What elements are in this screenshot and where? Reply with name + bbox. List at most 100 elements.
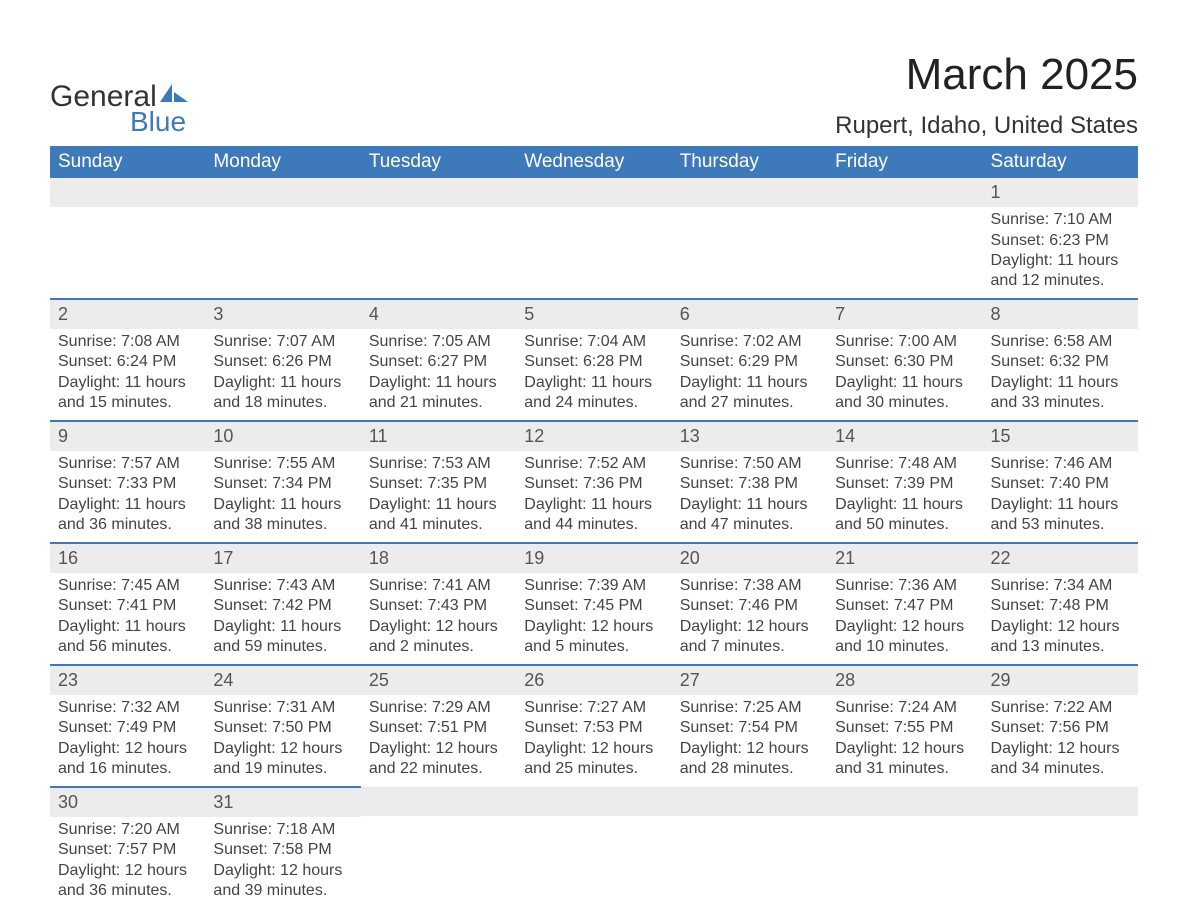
- sunrise-line: Sunrise: 6:58 AM: [991, 332, 1130, 352]
- day-cell: [516, 178, 671, 299]
- sunset-line: Sunset: 6:27 PM: [369, 352, 508, 372]
- day-cell: 11Sunrise: 7:53 AMSunset: 7:35 PMDayligh…: [361, 421, 516, 543]
- day-number: 24: [205, 666, 360, 695]
- daylight-line: Daylight: 12 hours and 19 minutes.: [213, 739, 352, 780]
- day-number: [672, 178, 827, 207]
- daylight-line: Daylight: 11 hours and 44 minutes.: [524, 495, 663, 536]
- day-cell: 6Sunrise: 7:02 AMSunset: 6:29 PMDaylight…: [672, 299, 827, 421]
- logo-sail-icon: [160, 84, 190, 106]
- sunset-line: Sunset: 7:42 PM: [213, 596, 352, 616]
- daylight-line: Daylight: 11 hours and 47 minutes.: [680, 495, 819, 536]
- day-number: 28: [827, 666, 982, 695]
- daylight-line: Daylight: 12 hours and 39 minutes.: [213, 861, 352, 902]
- sunset-line: Sunset: 7:56 PM: [991, 718, 1130, 738]
- day-data: Sunrise: 7:41 AMSunset: 7:43 PMDaylight:…: [361, 573, 516, 664]
- day-cell: 24Sunrise: 7:31 AMSunset: 7:50 PMDayligh…: [205, 665, 360, 787]
- day-cell: 23Sunrise: 7:32 AMSunset: 7:49 PMDayligh…: [50, 665, 205, 787]
- daylight-line: Daylight: 12 hours and 13 minutes.: [991, 617, 1130, 658]
- day-number: 13: [672, 422, 827, 451]
- day-number: 23: [50, 666, 205, 695]
- daylight-line: Daylight: 12 hours and 28 minutes.: [680, 739, 819, 780]
- sunrise-line: Sunrise: 7:48 AM: [835, 454, 974, 474]
- day-data: [361, 207, 516, 216]
- day-number: 25: [361, 666, 516, 695]
- header: General Blue March 2025 Rupert, Idaho, U…: [50, 50, 1138, 140]
- day-number: [983, 787, 1138, 816]
- day-data: [516, 816, 671, 825]
- day-cell: 25Sunrise: 7:29 AMSunset: 7:51 PMDayligh…: [361, 665, 516, 787]
- day-cell: [672, 178, 827, 299]
- day-data: [983, 816, 1138, 825]
- day-data: [672, 816, 827, 825]
- day-data: Sunrise: 7:50 AMSunset: 7:38 PMDaylight:…: [672, 451, 827, 542]
- day-data: Sunrise: 7:52 AMSunset: 7:36 PMDaylight:…: [516, 451, 671, 542]
- day-data: Sunrise: 7:31 AMSunset: 7:50 PMDaylight:…: [205, 695, 360, 786]
- sunrise-line: Sunrise: 7:10 AM: [991, 210, 1130, 230]
- sunset-line: Sunset: 7:46 PM: [680, 596, 819, 616]
- sunrise-line: Sunrise: 7:20 AM: [58, 820, 197, 840]
- sunset-line: Sunset: 7:34 PM: [213, 474, 352, 494]
- day-number: 16: [50, 544, 205, 573]
- day-data: [827, 816, 982, 825]
- logo: General Blue: [50, 80, 190, 138]
- day-data: Sunrise: 7:10 AMSunset: 6:23 PMDaylight:…: [983, 207, 1138, 298]
- day-header: Friday: [827, 146, 982, 178]
- title-block: March 2025 Rupert, Idaho, United States: [835, 50, 1138, 140]
- daylight-line: Daylight: 12 hours and 34 minutes.: [991, 739, 1130, 780]
- day-number: 15: [983, 422, 1138, 451]
- sunrise-line: Sunrise: 7:22 AM: [991, 698, 1130, 718]
- sunset-line: Sunset: 6:30 PM: [835, 352, 974, 372]
- daylight-line: Daylight: 11 hours and 38 minutes.: [213, 495, 352, 536]
- day-cell: 1Sunrise: 7:10 AMSunset: 6:23 PMDaylight…: [983, 178, 1138, 299]
- day-header: Sunday: [50, 146, 205, 178]
- week-row: 30Sunrise: 7:20 AMSunset: 7:57 PMDayligh…: [50, 787, 1138, 908]
- day-header: Wednesday: [516, 146, 671, 178]
- sunset-line: Sunset: 7:45 PM: [524, 596, 663, 616]
- day-number: 9: [50, 422, 205, 451]
- day-number: 12: [516, 422, 671, 451]
- daylight-line: Daylight: 11 hours and 30 minutes.: [835, 373, 974, 414]
- week-row: 23Sunrise: 7:32 AMSunset: 7:49 PMDayligh…: [50, 665, 1138, 787]
- day-number: [205, 178, 360, 207]
- day-data: Sunrise: 7:32 AMSunset: 7:49 PMDaylight:…: [50, 695, 205, 786]
- day-number: 4: [361, 300, 516, 329]
- day-cell: 17Sunrise: 7:43 AMSunset: 7:42 PMDayligh…: [205, 543, 360, 665]
- sunset-line: Sunset: 7:40 PM: [991, 474, 1130, 494]
- day-cell: 18Sunrise: 7:41 AMSunset: 7:43 PMDayligh…: [361, 543, 516, 665]
- daylight-line: Daylight: 11 hours and 18 minutes.: [213, 373, 352, 414]
- day-cell: [50, 178, 205, 299]
- day-cell: 30Sunrise: 7:20 AMSunset: 7:57 PMDayligh…: [50, 787, 205, 908]
- sunset-line: Sunset: 7:48 PM: [991, 596, 1130, 616]
- sunset-line: Sunset: 7:35 PM: [369, 474, 508, 494]
- sunset-line: Sunset: 7:47 PM: [835, 596, 974, 616]
- day-data: Sunrise: 7:18 AMSunset: 7:58 PMDaylight:…: [205, 817, 360, 908]
- day-number: 20: [672, 544, 827, 573]
- daylight-line: Daylight: 11 hours and 12 minutes.: [991, 251, 1130, 292]
- day-cell: [361, 787, 516, 908]
- daylight-line: Daylight: 11 hours and 56 minutes.: [58, 617, 197, 658]
- sunrise-line: Sunrise: 7:08 AM: [58, 332, 197, 352]
- day-cell: [672, 787, 827, 908]
- day-cell: [361, 178, 516, 299]
- sunset-line: Sunset: 7:53 PM: [524, 718, 663, 738]
- day-data: Sunrise: 7:27 AMSunset: 7:53 PMDaylight:…: [516, 695, 671, 786]
- sunrise-line: Sunrise: 7:18 AM: [213, 820, 352, 840]
- day-data: Sunrise: 7:36 AMSunset: 7:47 PMDaylight:…: [827, 573, 982, 664]
- day-number: [361, 787, 516, 816]
- sunrise-line: Sunrise: 7:36 AM: [835, 576, 974, 596]
- sunrise-line: Sunrise: 7:07 AM: [213, 332, 352, 352]
- day-header-row: SundayMondayTuesdayWednesdayThursdayFrid…: [50, 146, 1138, 178]
- sunrise-line: Sunrise: 7:34 AM: [991, 576, 1130, 596]
- day-data: Sunrise: 7:29 AMSunset: 7:51 PMDaylight:…: [361, 695, 516, 786]
- day-data: Sunrise: 7:04 AMSunset: 6:28 PMDaylight:…: [516, 329, 671, 420]
- sunset-line: Sunset: 7:58 PM: [213, 840, 352, 860]
- daylight-line: Daylight: 12 hours and 31 minutes.: [835, 739, 974, 780]
- daylight-line: Daylight: 12 hours and 25 minutes.: [524, 739, 663, 780]
- sunrise-line: Sunrise: 7:52 AM: [524, 454, 663, 474]
- day-cell: 28Sunrise: 7:24 AMSunset: 7:55 PMDayligh…: [827, 665, 982, 787]
- day-cell: [983, 787, 1138, 908]
- day-data: Sunrise: 7:25 AMSunset: 7:54 PMDaylight:…: [672, 695, 827, 786]
- daylight-line: Daylight: 11 hours and 21 minutes.: [369, 373, 508, 414]
- day-data: [50, 207, 205, 216]
- sunrise-line: Sunrise: 7:50 AM: [680, 454, 819, 474]
